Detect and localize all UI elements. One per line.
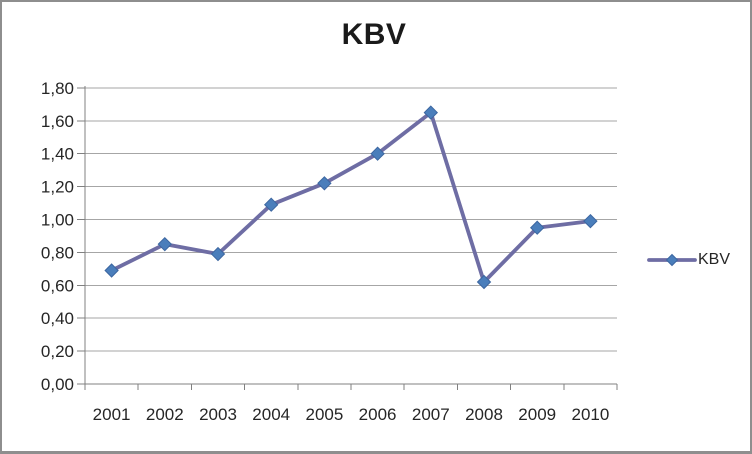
y-axis-label: 1,20 (41, 178, 74, 197)
y-axis-label: 0,60 (41, 276, 74, 295)
x-axis-label: 2010 (571, 405, 609, 424)
x-axis-label: 2008 (465, 405, 503, 424)
y-axis-label: 1,40 (41, 145, 74, 164)
y-axis-label: 0,80 (41, 243, 74, 262)
x-axis-label: 2007 (412, 405, 450, 424)
y-axis-label: 1,00 (41, 211, 74, 230)
y-axis-label: 1,80 (41, 79, 74, 98)
y-axis-label: 0,00 (41, 375, 74, 394)
series-line (109, 110, 593, 284)
data-point-marker (476, 274, 492, 290)
chart-title: KBV (341, 18, 407, 51)
data-point-marker (370, 146, 385, 161)
data-point-marker (157, 236, 173, 252)
data-point-marker (210, 246, 226, 262)
x-axis-label: 2006 (359, 405, 397, 424)
legend-marker-diamond (665, 253, 679, 267)
legend-series-label: KBV (698, 251, 731, 268)
data-point-marker (317, 176, 332, 191)
x-axis-label: 2001 (93, 405, 131, 424)
y-axis-label: 0,40 (41, 309, 74, 328)
data-point-marker (529, 220, 545, 235)
x-axis-label: 2002 (146, 405, 184, 424)
x-axis-label: 2003 (199, 405, 237, 424)
y-axis-label: 0,20 (41, 342, 74, 361)
legend: KBV (647, 251, 730, 269)
data-point-marker (583, 213, 598, 229)
data-point-marker (104, 263, 119, 278)
data-point-marker (423, 105, 439, 120)
data-point-marker (263, 197, 279, 212)
y-axis-label: 1,60 (41, 112, 74, 131)
x-axis-label: 2004 (252, 405, 290, 424)
x-axis-label: 2009 (518, 405, 556, 424)
legend-line-marker-icon (647, 253, 697, 267)
x-axis-label: 2005 (305, 405, 343, 424)
